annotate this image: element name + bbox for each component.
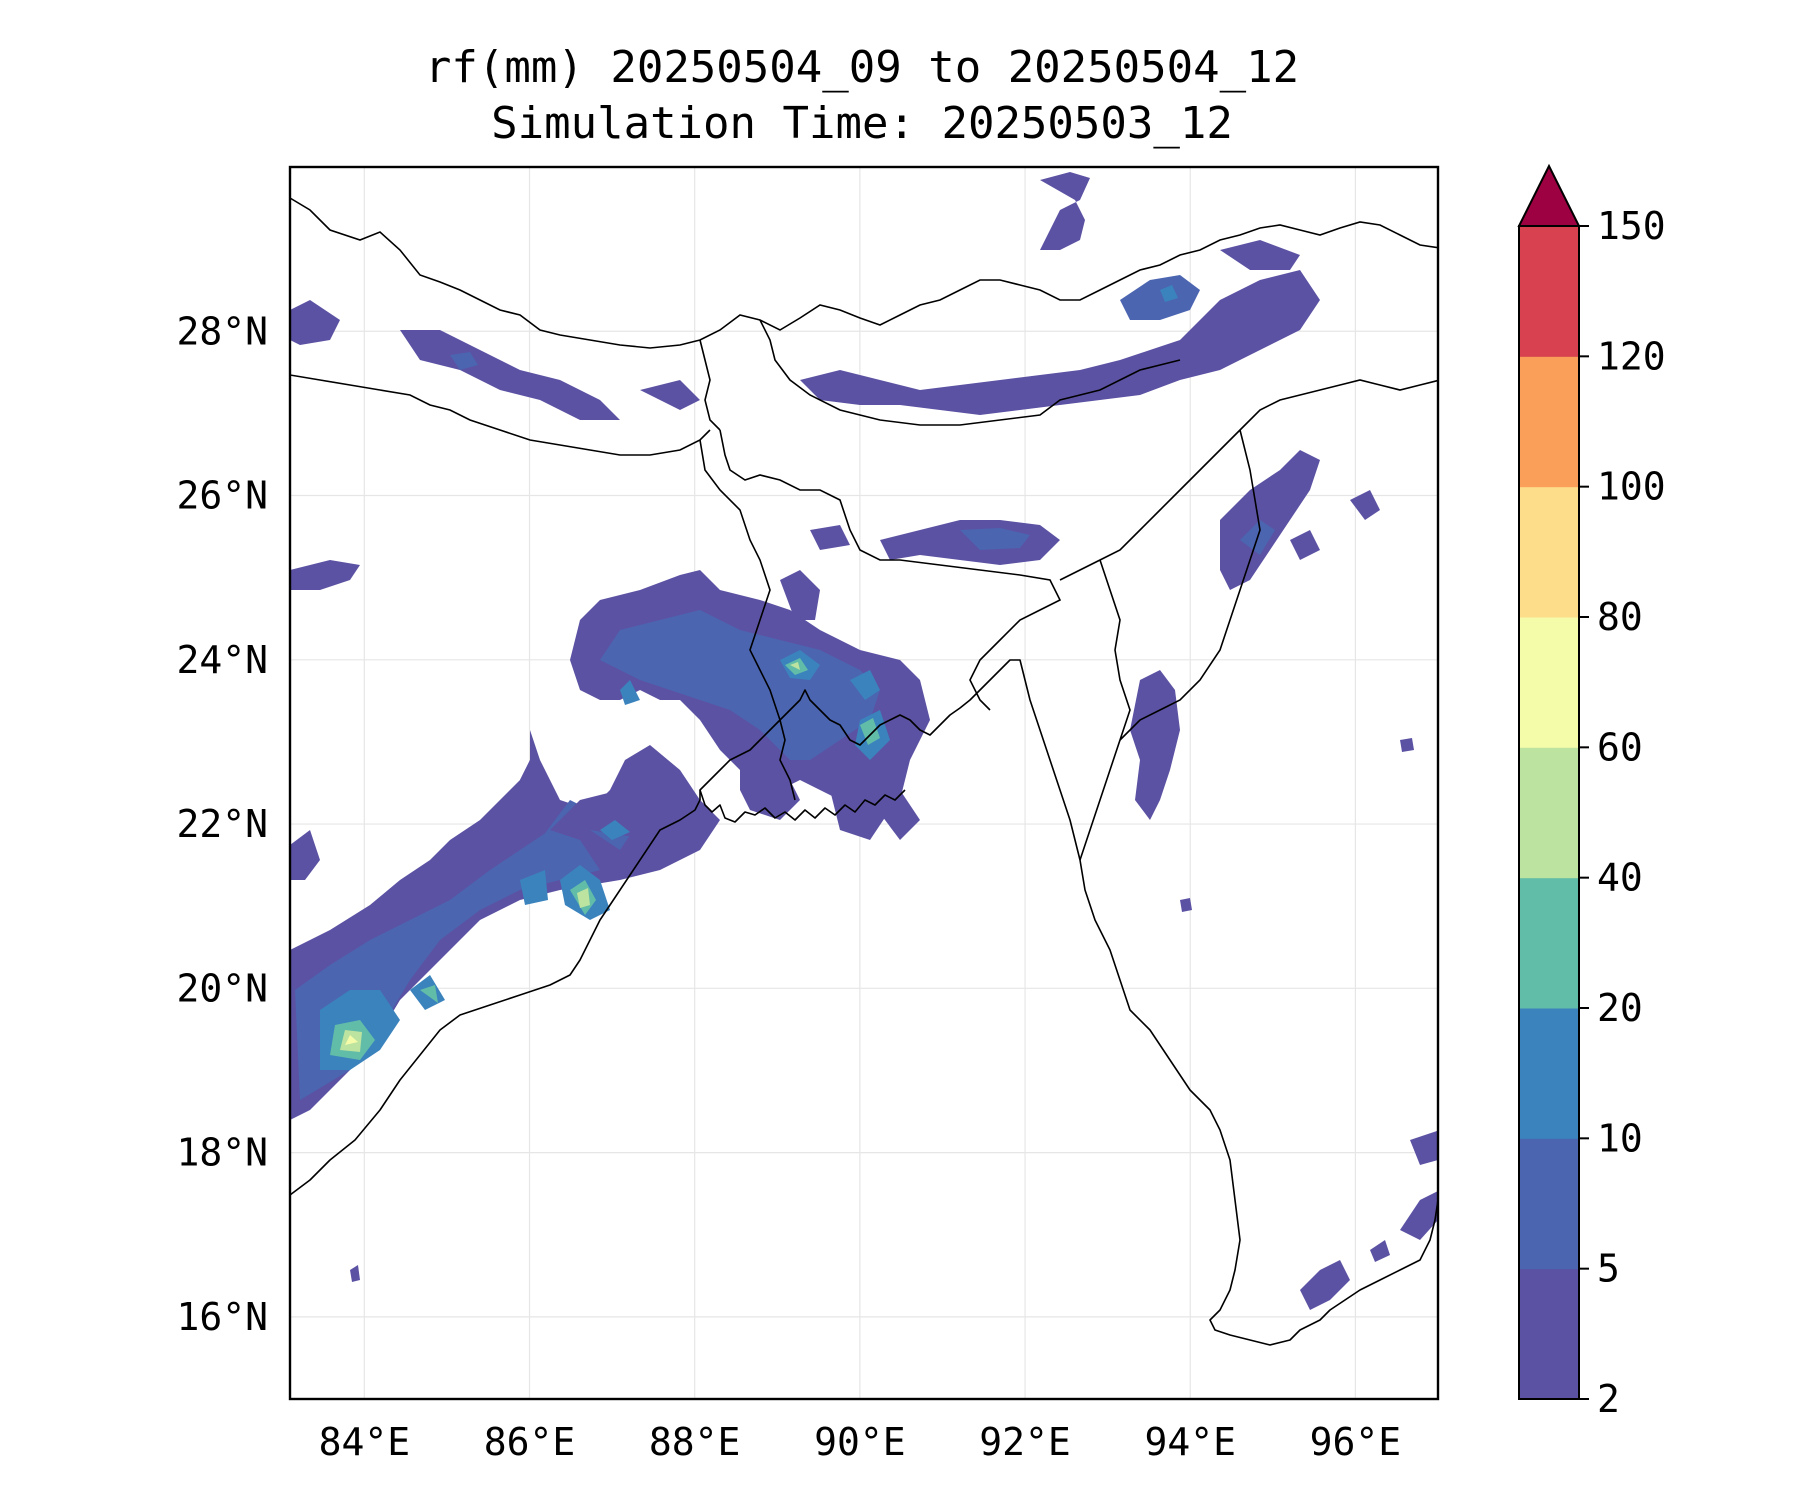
lon-tick-label: 96°E bbox=[1310, 1420, 1402, 1464]
lon-tick-label: 88°E bbox=[649, 1420, 741, 1464]
lon-tick-label: 90°E bbox=[814, 1420, 906, 1464]
lat-tick-label: 28°N bbox=[176, 309, 268, 353]
colorbar-tick-label: 20 bbox=[1597, 986, 1643, 1030]
colorbar-segment bbox=[1519, 877, 1579, 1009]
lat-tick-label: 26°N bbox=[176, 474, 268, 518]
colorbar-segment bbox=[1519, 617, 1579, 748]
figure-title-line-1: rf(mm) 20250504_09 to 20250504_12 bbox=[425, 42, 1299, 93]
colorbar-tick-label: 120 bbox=[1597, 334, 1666, 378]
coastlines bbox=[290, 197, 1438, 1346]
lat-tick-label: 18°N bbox=[176, 1131, 268, 1175]
colorbar-segment bbox=[1519, 1008, 1579, 1139]
colorbar-outline bbox=[1518, 225, 1580, 1400]
colorbar-tick-label: 150 bbox=[1597, 204, 1666, 248]
colorbar-segment bbox=[1519, 1138, 1579, 1270]
lat-tick-label: 16°N bbox=[176, 1295, 268, 1339]
rainfall-contours bbox=[290, 172, 1438, 1310]
colorbar-extend-arrow bbox=[1517, 163, 1581, 227]
colorbar-tick-label: 5 bbox=[1597, 1247, 1620, 1291]
colorbar-tick-label: 80 bbox=[1597, 595, 1643, 639]
lon-tick-label: 86°E bbox=[484, 1420, 576, 1464]
colorbar: 2 5 10 20 40 60 80 100 120 150 bbox=[1517, 163, 1666, 1421]
colorbar-tick-label: 2 bbox=[1597, 1377, 1620, 1421]
latitude-axis: 16°N 18°N 20°N 22°N 24°N 26°N 28°N bbox=[176, 309, 268, 1339]
colorbar-segment bbox=[1519, 1268, 1579, 1400]
lon-tick-label: 92°E bbox=[979, 1420, 1071, 1464]
lat-tick-label: 24°N bbox=[176, 638, 268, 682]
figure-title-line-2: Simulation Time: 20250503_12 bbox=[491, 98, 1233, 149]
colorbar-segment bbox=[1519, 226, 1579, 357]
colorbar-segment bbox=[1519, 486, 1579, 618]
colorbar-tick-label: 10 bbox=[1597, 1116, 1643, 1160]
colorbar-tick-label: 100 bbox=[1597, 465, 1666, 509]
colorbar-segment bbox=[1519, 356, 1579, 488]
lat-tick-label: 20°N bbox=[176, 966, 268, 1010]
map-frame bbox=[288, 165, 1440, 1401]
lat-tick-label: 22°N bbox=[176, 802, 268, 846]
colorbar-segment bbox=[1519, 747, 1579, 879]
lon-tick-label: 94°E bbox=[1144, 1420, 1236, 1464]
lon-tick-label: 84°E bbox=[319, 1420, 411, 1464]
map-content bbox=[290, 167, 1438, 1399]
longitude-axis: 84°E 86°E 88°E 90°E 92°E 94°E 96°E bbox=[319, 1420, 1402, 1464]
colorbar-tick-label: 40 bbox=[1597, 856, 1643, 900]
colorbar-tick-label: 60 bbox=[1597, 725, 1643, 769]
